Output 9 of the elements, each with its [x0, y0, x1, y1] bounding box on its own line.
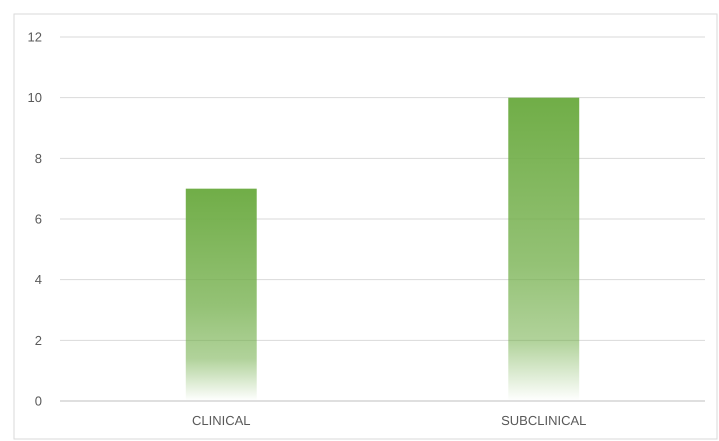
- x-tick-label: SUBCLINICAL: [501, 413, 586, 428]
- y-tick-label: 10: [28, 90, 42, 106]
- y-tick-label: 8: [34, 150, 42, 166]
- y-tick-label: 12: [28, 30, 42, 45]
- y-tick-label: 0: [34, 394, 42, 409]
- y-tick-label: 6: [34, 212, 42, 227]
- y-tick-label: 2: [34, 332, 42, 348]
- y-tick-label: 4: [34, 272, 42, 288]
- x-tick-label: CLINICAL: [192, 413, 251, 428]
